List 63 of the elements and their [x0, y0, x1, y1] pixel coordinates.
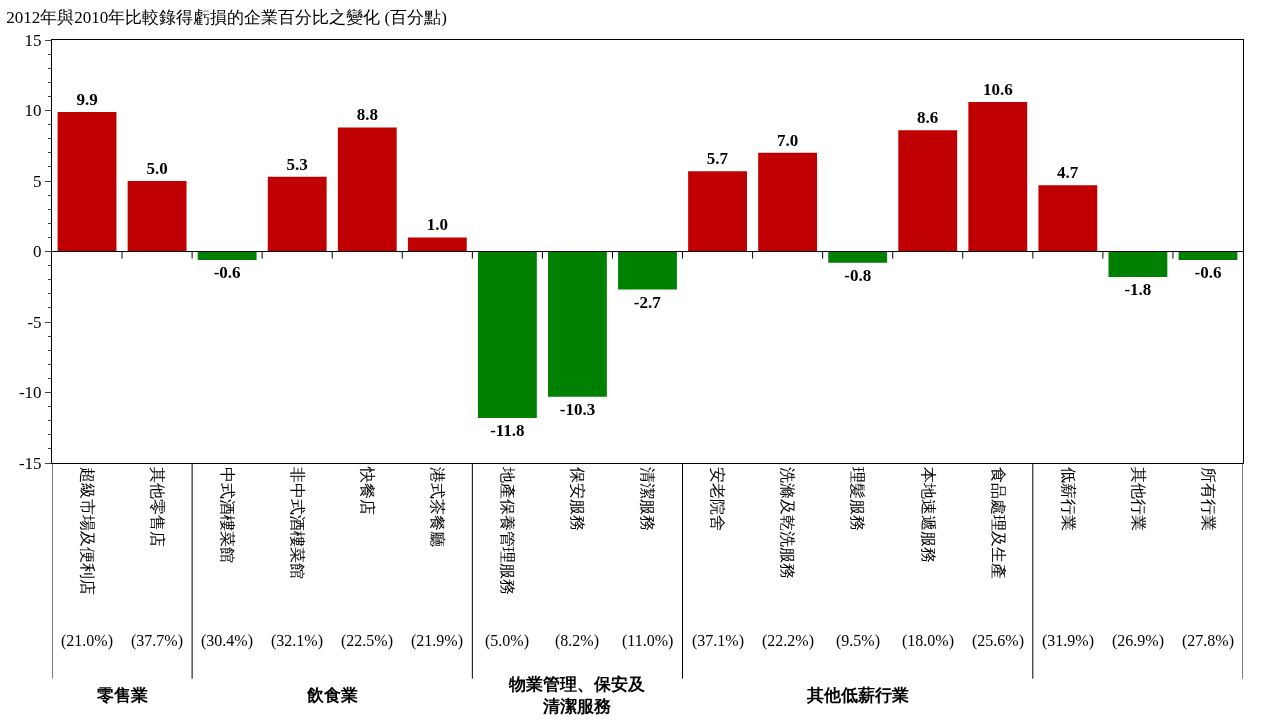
text: (32.1%) — [271, 632, 323, 650]
text: (21.9%) — [411, 632, 463, 650]
x-tick-label: 食品處理及生產 — [989, 467, 1007, 580]
data-label: -0.8 — [844, 265, 872, 285]
data-label: 1.0 — [426, 215, 448, 235]
y-tick-label: 5 — [33, 171, 42, 191]
text: (5.0%) — [485, 632, 529, 650]
data-label: 10.6 — [982, 80, 1013, 100]
text: (30.4%) — [201, 632, 253, 650]
x-tick-label: 其他零售店 — [148, 467, 166, 548]
data-label: 7.0 — [776, 130, 799, 150]
data-label: -1.8 — [1124, 279, 1152, 299]
text: (18.0%) — [902, 632, 954, 650]
x-tick-label: 超級市場及便利店 — [78, 467, 96, 596]
x-tick-label: 港式茶餐廳 — [429, 467, 447, 548]
data-label: 8.8 — [356, 105, 378, 125]
y-tick-label: -5 — [27, 312, 42, 332]
x-tick-label: 所有行業 — [1199, 467, 1217, 532]
text: (21.0%) — [61, 632, 113, 650]
text: 零售業 — [96, 686, 148, 705]
x-tick-label: 中式酒樓菜館 — [218, 467, 236, 564]
text: 物業管理、保安及清潔服務 — [508, 675, 646, 717]
data-label: -10.3 — [559, 399, 596, 419]
data-label: -11.8 — [490, 420, 525, 440]
x-tick-label: 低薪行業 — [1059, 467, 1077, 532]
x-tick-label: 本地速遞服務 — [919, 467, 937, 564]
text: (37.7%) — [131, 632, 183, 650]
text: (8.2%) — [555, 632, 599, 650]
text: (11.0%) — [622, 632, 674, 650]
text: (25.6%) — [972, 632, 1024, 650]
text: 其他低薪行業 — [806, 686, 909, 705]
x-tick-label: 其他行業 — [1129, 467, 1147, 532]
y-tick-label: 0 — [33, 242, 42, 262]
text: (22.2%) — [762, 632, 814, 650]
data-label: -0.6 — [1194, 262, 1222, 282]
x-tick-label: 非中式酒樓菜館 — [289, 467, 307, 580]
x-tick-label: 地產保養管理服務 — [499, 466, 517, 596]
text: (22.5%) — [341, 632, 393, 650]
y-tick-label: 10 — [24, 101, 42, 121]
x-tick-label: 保安服務 — [569, 467, 587, 532]
x-tick-label: 理髮服務 — [849, 467, 867, 532]
data-label: -2.7 — [633, 292, 662, 312]
x-tick-label: 洗滌及乾洗服務 — [779, 467, 797, 580]
data-label: 4.7 — [1056, 163, 1079, 183]
data-label: 9.9 — [76, 89, 98, 109]
data-label: 5.7 — [706, 149, 729, 169]
text: (37.1%) — [692, 632, 744, 650]
x-tick-label: 安老院舍 — [709, 467, 727, 532]
text: (27.8%) — [1182, 632, 1234, 650]
x-tick-label: 清潔服務 — [639, 467, 657, 532]
y-tick-label: -15 — [18, 453, 42, 473]
text: (9.5%) — [836, 632, 880, 650]
chart-title: 2012年與2010年比較錄得虧損的企業百分比之變化 (百分點) — [6, 7, 447, 27]
y-tick-label: -10 — [18, 383, 42, 403]
text: 飲食業 — [306, 686, 358, 705]
data-label: 5.0 — [146, 159, 168, 178]
y-tick-label: 15 — [24, 30, 42, 50]
data-label: -0.6 — [213, 262, 241, 282]
data-label: 5.3 — [286, 154, 308, 174]
x-tick-label: 快餐店 — [359, 466, 377, 516]
text: (26.9%) — [1112, 632, 1164, 650]
data-label: 8.6 — [917, 108, 939, 128]
text: (31.9%) — [1042, 632, 1094, 650]
